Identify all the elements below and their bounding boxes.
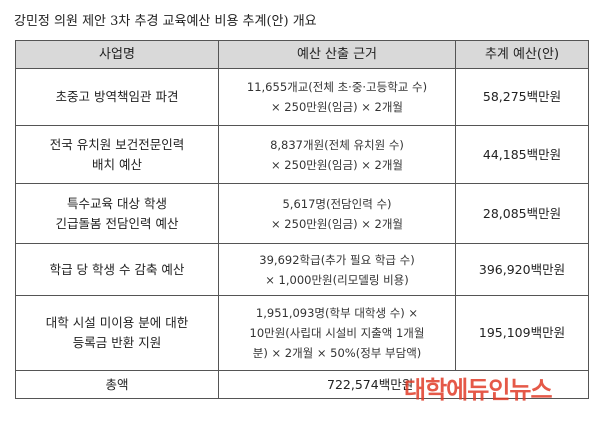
basis-line: 분) × 2개월 × 50%(정부 부담액): [252, 346, 422, 360]
table-row: 초중고 방역책임관 파견 11,655개교(전체 초·중·고등학교 수) × 250…: [15, 68, 589, 126]
basis-cell: 11,655개교(전체 초·중·고등학교 수) × 250만원(임금) × 2개월: [218, 68, 456, 126]
basis-line: × 1,000만원(리모델링 비용): [265, 272, 409, 287]
table-row: 대학 시설 미이용 분에 대한 등록금 반환 지원 1,951,093명(학부 대학…: [15, 295, 589, 371]
doc-title: 강민정 의원 제안 3차 추경 교육예산 비용 추계(안) 개요: [14, 14, 317, 29]
basis-line: × 250만원(임금) × 2개월: [271, 157, 403, 172]
amount-cell: 28,085백만원: [455, 183, 589, 244]
budget-table: 사업명 예산 산출 근거 추계 예산(안) 초중고 방역책임관 파견 11,655개교…: [15, 40, 589, 399]
watermark: 대학에듀인뉴스: [404, 376, 553, 404]
table-row: 학급 당 학생 수 감축 예산 39,692학급(추가 필요 학급 수) × 1,0…: [15, 243, 589, 296]
basis-line: 8,837개원(전체 유치원 수): [270, 137, 404, 152]
name-line: 초중고 방역책임관 파견: [55, 89, 179, 104]
amount-cell: 396,920백만원: [455, 243, 589, 296]
table-body: 초중고 방역책임관 파견 11,655개교(전체 초·중·고등학교 수) × 250…: [15, 68, 589, 399]
name-line: 긴급돌봄 전담인력 예산: [55, 215, 179, 231]
basis-line: 39,692학급(추가 필요 학급 수): [259, 252, 415, 267]
header-row: 사업명 예산 산출 근거 추계 예산(안): [15, 40, 589, 69]
total-row: 총액 722,574백만원: [15, 370, 589, 399]
total-amount: 722,574백만원: [218, 370, 589, 399]
header-cell: 사업명: [15, 40, 219, 69]
name-cell: 학급 당 학생 수 감축 예산: [15, 243, 219, 296]
name-cell: 초중고 방역책임관 파견: [15, 68, 219, 126]
basis-line: 11,655개교(전체 초·중·고등학교 수): [246, 80, 428, 94]
amount-cell: 195,109백만원: [455, 295, 589, 371]
amount-cell: 44,185백만원: [455, 125, 589, 184]
basis-cell: 8,837개원(전체 유치원 수) × 250만원(임금) × 2개월: [218, 125, 456, 184]
name-line: 등록금 반환 지원: [72, 335, 162, 350]
basis-cell: 39,692학급(추가 필요 학급 수) × 1,000만원(리모델링 비용): [218, 243, 456, 296]
basis-line: × 250만원(임금) × 2개월: [271, 100, 403, 114]
header-cell: 추계 예산(안): [455, 40, 589, 69]
amount-cell: 58,275백만원: [455, 68, 589, 126]
basis-line: × 250만원(임금) × 2개월: [271, 216, 403, 231]
name-line: 배치 예산: [92, 156, 142, 172]
total-label: 총액: [15, 370, 219, 399]
basis-line: 5,617명(전담인력 수): [282, 196, 392, 211]
basis-cell: 1,951,093명(학부 대학생 수) × 10만원(사립대 시설비 지출액 1…: [218, 295, 456, 371]
name-line: 특수교육 대상 학생: [67, 195, 167, 211]
basis-cell: 5,617명(전담인력 수) × 250만원(임금) × 2개월: [218, 183, 456, 244]
header-cell: 예산 산출 근거: [218, 40, 456, 69]
basis-line: 10만원(사립대 시설비 지출액 1개월: [249, 326, 425, 340]
name-line: 대학 시설 미이용 분에 대한: [45, 315, 189, 330]
name-line: 학급 당 학생 수 감축 예산: [49, 261, 185, 277]
basis-line: 1,951,093명(학부 대학생 수) ×: [255, 306, 419, 320]
name-line: 전국 유치원 보건전문인력: [49, 136, 185, 152]
